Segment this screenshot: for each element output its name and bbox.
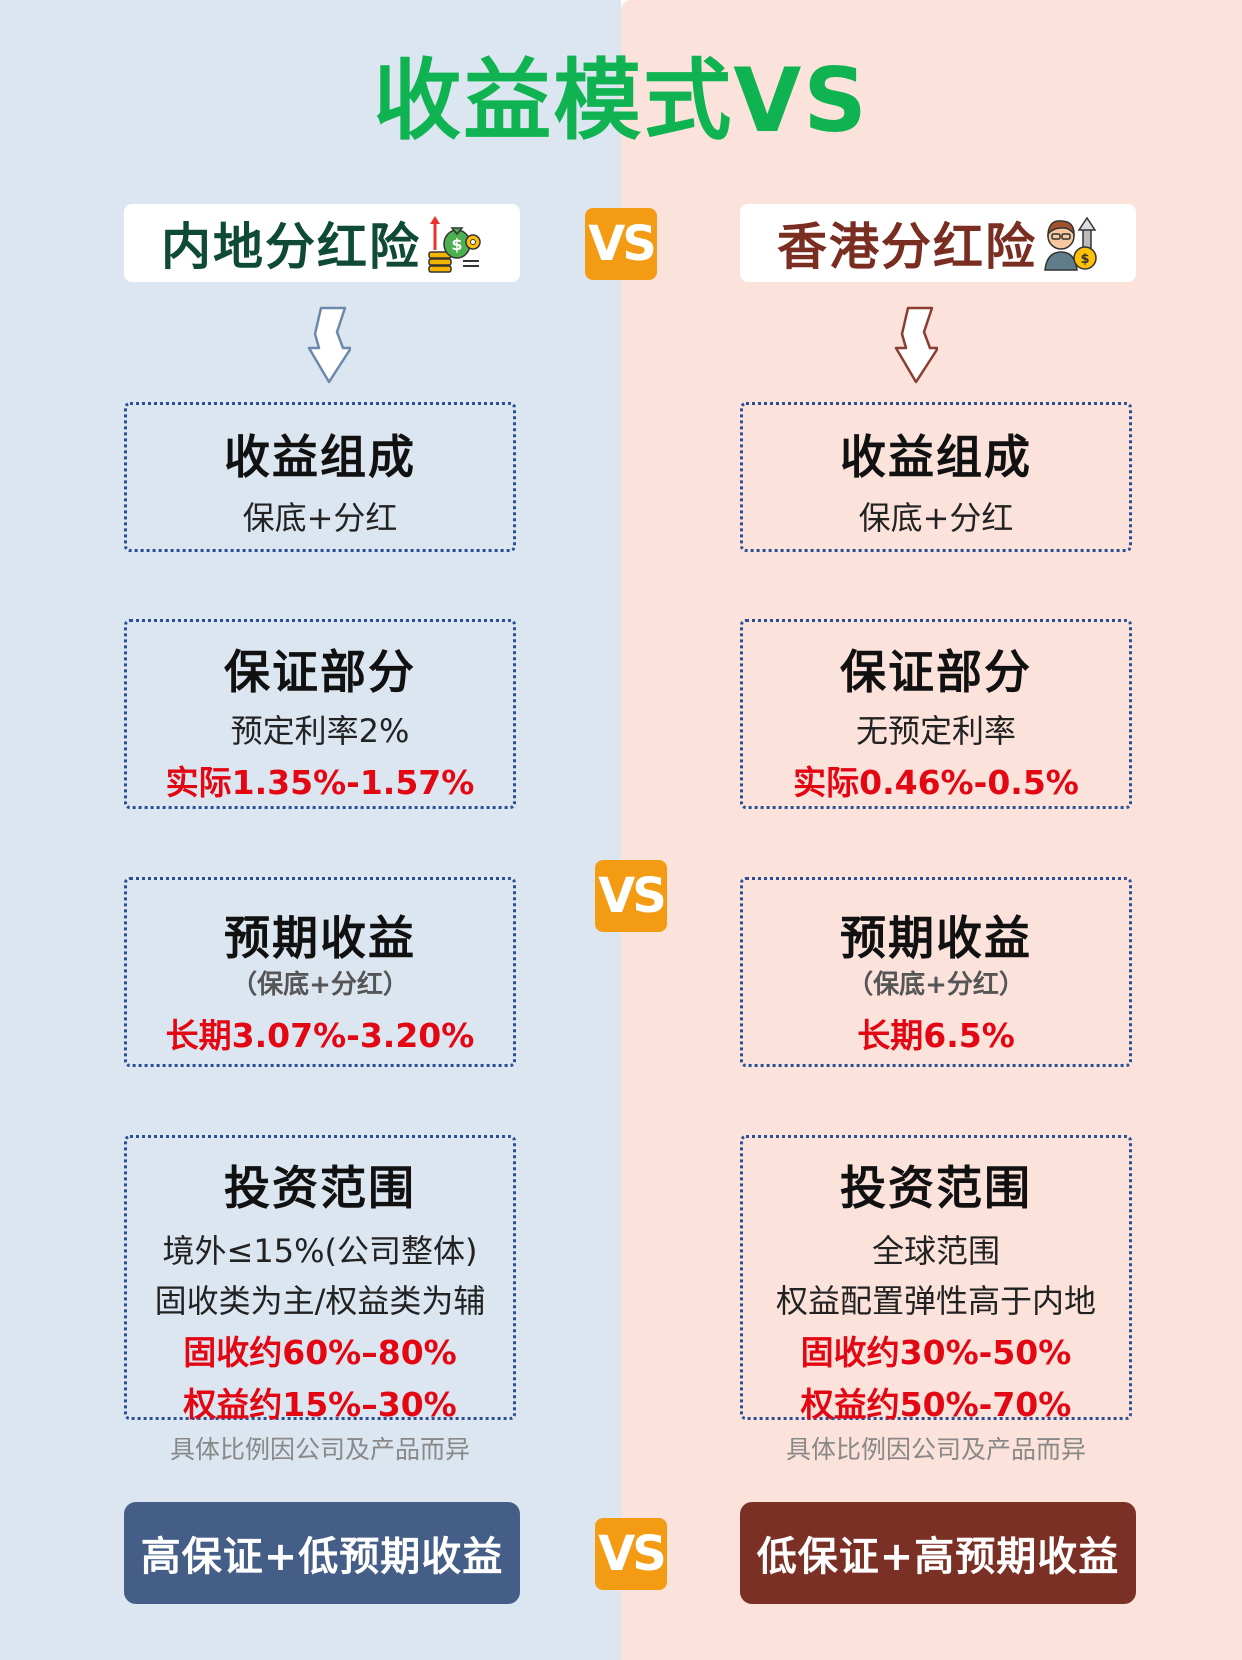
card-text: 无预定利率 — [855, 712, 1016, 750]
vs-badge-bottom: VS — [595, 1518, 667, 1590]
left-footnote: 具体比例因公司及产品而异 — [169, 1435, 470, 1464]
right-footnote: 具体比例因公司及产品而异 — [785, 1435, 1086, 1464]
card-title: 预期收益 — [840, 911, 1032, 965]
right-investment-card: 投资范围 全球范围 权益配置弹性高于内地 固收约30%-50% 权益约50%-7… — [740, 1135, 1132, 1424]
left-composition-card: 收益组成 保底+分红 — [124, 402, 516, 552]
card-title: 收益组成 — [224, 430, 416, 484]
left-header: 内地分红险 $ — [124, 204, 520, 282]
card-highlight-1: 固收约30%-50% — [800, 1333, 1072, 1372]
card-text-line-2: 固收类为主/权益类为辅 — [154, 1282, 486, 1320]
right-header: 香港分红险 $ — [740, 204, 1136, 282]
card-highlight-1: 固收约60%–80% — [183, 1333, 457, 1372]
card-title: 保证部分 — [224, 645, 416, 699]
left-expected-card: 预期收益 （保底+分红） 长期3.07%-3.20% — [124, 877, 516, 1067]
card-highlight: 长期6.5% — [857, 1016, 1015, 1055]
card-title: 预期收益 — [224, 911, 416, 965]
left-guarantee-card: 保证部分 预定利率2% 实际1.35%-1.57% — [124, 619, 516, 809]
card-text-line-1: 境外≤15%(公司整体) — [162, 1232, 478, 1270]
card-subtitle: （保底+分红） — [231, 970, 409, 1000]
right-guarantee-card: 保证部分 无预定利率 实际0.46%-0.5% — [740, 619, 1132, 809]
right-composition-card: 收益组成 保底+分红 — [740, 402, 1132, 552]
card-highlight-2: 权益约50%-70% — [800, 1385, 1072, 1424]
card-highlight: 实际1.35%-1.57% — [165, 763, 475, 802]
card-text: 预定利率2% — [230, 712, 410, 750]
card-text-line-2: 权益配置弹性高于内地 — [775, 1282, 1096, 1320]
card-title: 投资范围 — [840, 1161, 1032, 1215]
card-title: 保证部分 — [840, 645, 1032, 699]
card-highlight-2: 权益约15%–30% — [183, 1385, 457, 1424]
page-title: 收益模式VS — [373, 49, 869, 152]
svg-text:$: $ — [451, 235, 462, 254]
card-highlight: 实际0.46%-0.5% — [793, 763, 1079, 802]
svg-text:$: $ — [1080, 252, 1089, 267]
card-text: 保底+分红 — [242, 499, 398, 537]
card-text: 保底+分红 — [858, 499, 1014, 537]
right-expected-card: 预期收益 （保底+分红） 长期6.5% — [740, 877, 1132, 1067]
card-title: 收益组成 — [840, 430, 1032, 484]
left-header-label: 内地分红险 — [161, 218, 421, 276]
card-text-line-1: 全球范围 — [871, 1232, 1000, 1270]
money-bag-coins-icon: $ — [428, 216, 481, 273]
left-summary-banner: 高保证+低预期收益 — [124, 1502, 520, 1604]
vs-badge-middle: VS — [595, 860, 667, 932]
down-arrow-icon — [894, 306, 938, 384]
right-header-label: 香港分红险 — [777, 218, 1037, 276]
right-summary-banner: 低保证+高预期收益 — [740, 1502, 1136, 1604]
card-subtitle: （保底+分红） — [847, 970, 1025, 1000]
person-coin-growth-icon: $ — [1044, 216, 1097, 271]
card-highlight: 长期3.07%-3.20% — [165, 1016, 475, 1055]
left-investment-card: 投资范围 境外≤15%(公司整体) 固收类为主/权益类为辅 固收约60%–80%… — [124, 1135, 516, 1424]
down-arrow-icon — [307, 306, 351, 384]
card-title: 投资范围 — [224, 1161, 416, 1215]
vs-badge-top: VS — [585, 208, 657, 280]
